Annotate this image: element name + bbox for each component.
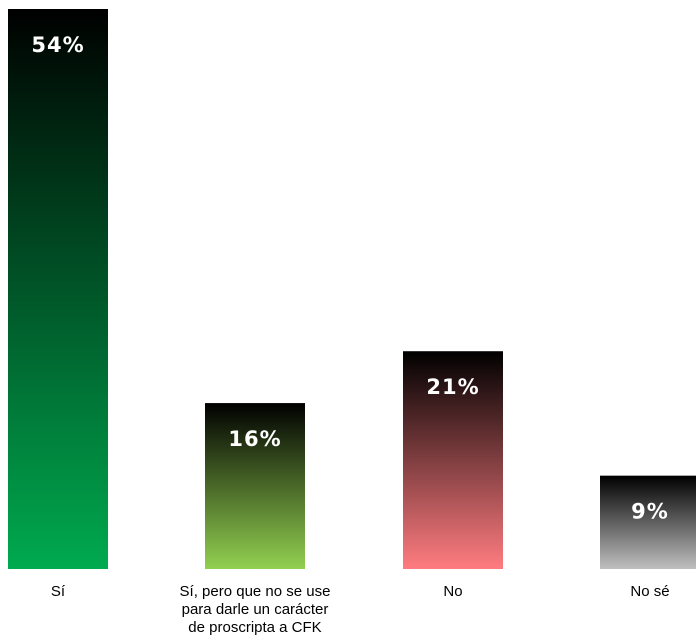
category-label-2: Sí, pero que no se use para darle un cará… <box>180 583 331 636</box>
bar-value-label-2: 16% <box>228 427 281 451</box>
bar-1 <box>8 9 108 569</box>
bar-value-label-4: 9% <box>631 500 669 524</box>
bar-3 <box>403 351 503 569</box>
bars-group <box>8 9 696 569</box>
value-labels-group: 54% 16% 21% 9% <box>31 33 669 524</box>
bar-value-label-1: 54% <box>31 33 84 57</box>
bar-2 <box>205 403 305 569</box>
category-label-4: No sé <box>630 583 669 600</box>
category-label-1: Sí <box>51 583 66 600</box>
category-labels-group: Sí Sí, pero que no se use para darle un ca… <box>51 583 670 636</box>
bar-4 <box>600 475 696 569</box>
category-label-3: No <box>443 583 462 600</box>
bar-value-label-3: 21% <box>426 375 479 399</box>
